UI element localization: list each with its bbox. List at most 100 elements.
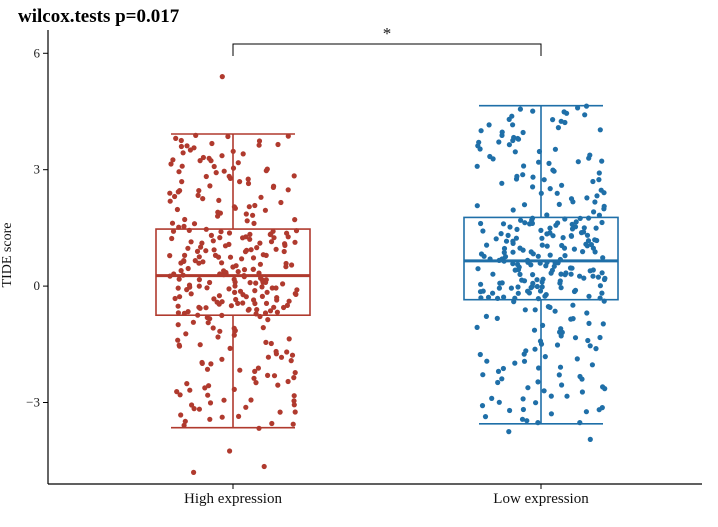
outlier-point [227,448,233,454]
data-point [498,231,504,237]
data-point [183,331,189,337]
data-point [558,326,564,332]
data-point [478,281,484,287]
data-point [515,290,521,296]
data-point [212,252,219,258]
data-point [284,349,290,355]
data-point [174,206,180,213]
data-point [580,249,586,255]
data-point [235,269,241,275]
data-point [494,315,500,321]
data-point [601,276,608,283]
data-point [499,376,505,382]
data-point [549,267,556,273]
data-point [247,236,253,242]
data-point [502,254,509,260]
data-point [563,270,569,276]
data-point [175,310,181,316]
data-point [167,198,173,204]
data-point [278,354,285,360]
data-point [177,188,183,194]
data-point [286,298,292,304]
data-point [559,382,565,388]
data-point [578,230,585,236]
outlier-point [219,74,225,80]
data-point [511,134,517,141]
data-point [176,276,182,282]
data-point [587,343,593,349]
data-point [265,317,271,323]
data-point [265,372,271,378]
data-point [181,223,187,229]
data-point [235,160,241,166]
data-point [533,400,539,406]
data-point [200,154,206,161]
data-point [205,392,211,398]
data-point [475,266,481,272]
significance-label: * [383,24,392,43]
data-point [292,217,298,223]
data-point [271,373,278,379]
data-point [477,351,483,358]
data-point [575,159,581,165]
data-point [525,385,531,391]
x-tick-label: Low expression [493,491,589,507]
data-point [260,325,266,331]
data-point [210,238,216,244]
data-point [207,183,213,189]
data-point [204,285,210,291]
data-point [205,320,211,326]
data-point [536,365,542,371]
data-point [286,336,292,342]
data-point [541,177,547,183]
data-point [600,255,606,261]
data-point [219,299,225,305]
data-point [268,239,275,245]
data-point [527,221,533,227]
data-point [270,228,276,234]
data-point [271,304,277,310]
data-point [558,285,564,291]
data-point [510,261,516,267]
data-point [530,272,536,278]
data-point [175,285,181,291]
data-point [484,242,490,248]
data-point [514,226,520,232]
data-point [275,141,281,148]
data-point [568,196,575,202]
data-point [518,217,524,223]
y-tick-label: 6 [34,45,41,60]
data-point [169,235,175,242]
data-point [184,381,190,387]
data-point [182,216,188,223]
data-point [550,117,556,123]
data-point [486,122,492,128]
data-point [187,387,193,393]
data-point [483,313,489,319]
data-point [231,276,237,282]
data-point [247,280,253,286]
data-point [282,241,288,247]
data-point [258,194,264,200]
data-point [561,109,567,115]
data-point [294,287,300,293]
data-point [521,163,527,169]
data-point [584,310,590,316]
data-point [557,364,564,370]
data-point [243,234,249,240]
data-point [543,292,549,298]
data-point [520,396,526,402]
data-point [284,230,290,236]
data-point [254,245,260,251]
data-point [263,300,270,306]
data-point [203,173,209,180]
data-point [207,400,214,406]
data-point [262,207,268,213]
data-point [228,303,234,309]
data-point [597,334,603,341]
data-point [577,215,583,221]
data-point [476,139,482,145]
data-point [255,365,261,371]
data-point [530,174,536,180]
data-point [217,210,223,216]
